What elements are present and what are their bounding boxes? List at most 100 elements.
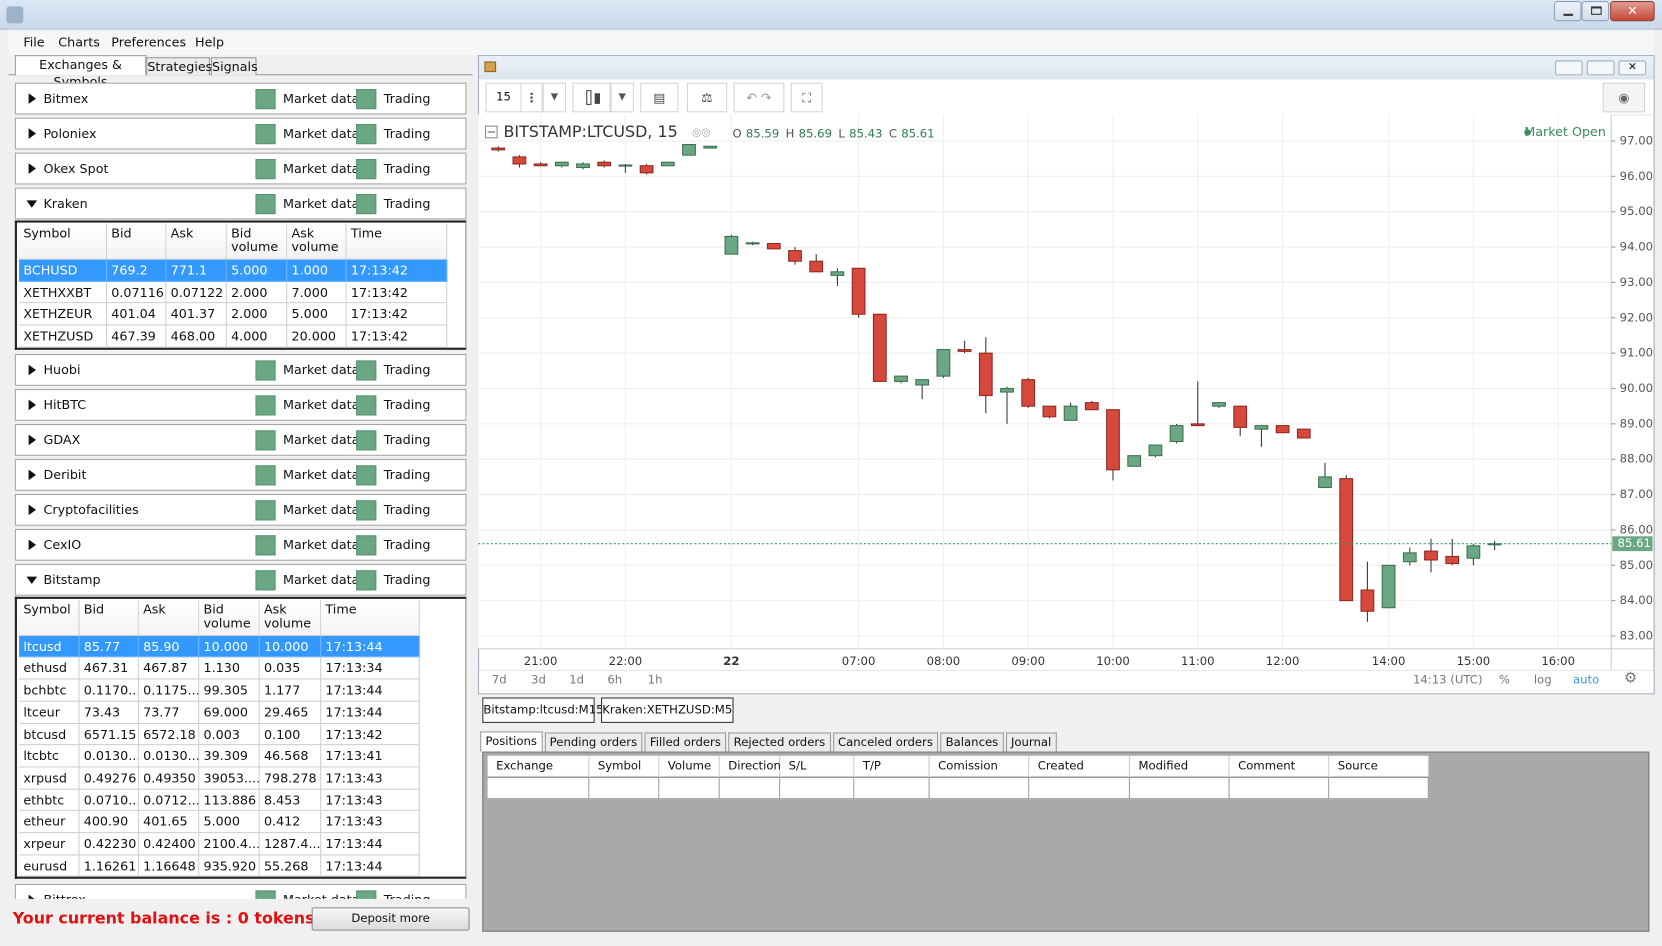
table-cell[interactable]: xrpeur	[19, 833, 80, 856]
table-cell[interactable]: 17:13:44	[321, 833, 420, 856]
exchange-row[interactable]: Okex Spot Market data Trading	[14, 152, 467, 185]
table-cell[interactable]: 4.000	[226, 325, 288, 348]
table-cell[interactable]: 1.16648	[138, 855, 200, 878]
table-cell[interactable]: 1.16261	[79, 855, 139, 878]
table-cell[interactable]: 69.000	[199, 701, 260, 724]
table-cell[interactable]: 0.100	[259, 723, 322, 746]
table-cell[interactable]: 99.305	[199, 679, 260, 702]
exchange-row[interactable]: HitBTC Market data Trading	[14, 388, 467, 421]
screenshot-button[interactable]: ◉	[1602, 82, 1646, 113]
table-cell[interactable]: 113.886	[199, 789, 260, 812]
table-cell[interactable]: 17:13:43	[321, 789, 420, 812]
interval-button[interactable]: 15	[485, 82, 522, 113]
table-cell[interactable]: 73.43	[79, 701, 139, 724]
menu-item[interactable]: Charts	[58, 34, 100, 50]
table-cell[interactable]: 39053....	[199, 767, 260, 790]
table-cell[interactable]: 798.278	[259, 767, 322, 790]
table-cell[interactable]: 0.035	[259, 657, 322, 680]
table-cell[interactable]: 400.90	[79, 811, 139, 834]
range-button[interactable]: 1d	[569, 673, 585, 687]
table-cell[interactable]: 1.130	[199, 657, 260, 680]
scale-option[interactable]: auto	[1573, 673, 1600, 687]
chart-close[interactable]: ✕	[1618, 60, 1647, 76]
exchange-row[interactable]: Kraken Market data Trading	[14, 187, 467, 220]
table-cell[interactable]: 17:13:34	[321, 657, 420, 680]
table-cell[interactable]: 5.000	[226, 259, 288, 282]
table-cell[interactable]: 401.04	[107, 303, 167, 326]
indicators-button[interactable]: ▤	[640, 82, 679, 113]
table-cell[interactable]: 10.000	[259, 635, 322, 658]
table-cell[interactable]: 20.000	[287, 325, 347, 348]
menu-item[interactable]: Preferences	[111, 34, 187, 50]
table-cell[interactable]: 5.000	[199, 811, 260, 834]
table-cell[interactable]: 85.77	[79, 635, 139, 658]
orders-tab[interactable]: Filled orders	[644, 732, 727, 752]
table-cell[interactable]: ltcbtc	[19, 745, 80, 768]
table-cell[interactable]: 1.177	[259, 679, 322, 702]
fullscreen-button[interactable]: ⛶	[790, 82, 823, 113]
table-cell[interactable]: 17:13:42	[346, 325, 448, 348]
chart-tab[interactable]: Bitstamp:ltcusd:M15	[482, 697, 604, 723]
table-cell[interactable]: 17:13:43	[321, 767, 420, 790]
table-cell[interactable]: ethusd	[19, 657, 80, 680]
table-cell[interactable]: 17:13:43	[321, 811, 420, 834]
table-cell[interactable]: 0.42230	[79, 833, 139, 856]
table-cell[interactable]: 0.0712...	[138, 789, 200, 812]
table-cell[interactable]: 0.49276	[79, 767, 139, 790]
table-cell[interactable]: 10.000	[199, 635, 260, 658]
exchange-row[interactable]: Bitstamp Market data Trading	[14, 563, 467, 596]
panel-tab[interactable]: Signals	[210, 57, 258, 76]
table-cell[interactable]: XETHZEUR	[19, 303, 108, 326]
orders-tab[interactable]: Canceled orders	[832, 732, 939, 752]
table-cell[interactable]: 7.000	[287, 281, 347, 304]
table-cell[interactable]: 17:13:44	[321, 679, 420, 702]
panel-tab[interactable]: Strategies	[146, 57, 212, 76]
compare-button[interactable]: ⚖	[686, 82, 728, 113]
table-cell[interactable]: 5.000	[287, 303, 347, 326]
table-cell[interactable]: 935.920	[199, 855, 260, 878]
table-cell[interactable]: 6571.15	[79, 723, 139, 746]
range-button[interactable]: 3d	[531, 673, 546, 687]
table-cell[interactable]: 17:13:42	[346, 259, 448, 282]
table-cell[interactable]: 468.00	[166, 325, 227, 348]
table-cell[interactable]: 0.0130...	[138, 745, 200, 768]
exchange-row[interactable]: CexIO Market data Trading	[14, 528, 467, 561]
orders-tab[interactable]: Balances	[940, 732, 1004, 752]
table-cell[interactable]: 0.412	[259, 811, 322, 834]
table-cell[interactable]: 0.1170...	[79, 679, 139, 702]
chart-minimize[interactable]	[1555, 60, 1583, 76]
table-cell[interactable]: XETHXXBT	[19, 281, 108, 304]
orders-tab[interactable]: Positions	[480, 731, 543, 752]
table-cell[interactable]: ltcusd	[19, 635, 80, 658]
table-cell[interactable]: 6572.18	[138, 723, 200, 746]
table-cell[interactable]: 0.49350	[138, 767, 200, 790]
table-cell[interactable]: 1287.4...	[259, 833, 322, 856]
exchange-row[interactable]: GDAX Market data Trading	[14, 423, 467, 456]
table-cell[interactable]: 1.000	[287, 259, 347, 282]
table-cell[interactable]: eurusd	[19, 855, 80, 878]
table-cell[interactable]: 0.07116	[107, 281, 167, 304]
table-cell[interactable]: 29.465	[259, 701, 322, 724]
table-cell[interactable]: 17:13:44	[321, 635, 420, 658]
table-cell[interactable]: 2.000	[226, 303, 288, 326]
orders-tab[interactable]: Rejected orders	[728, 732, 831, 752]
panel-tab[interactable]: Exchanges & Symbols	[14, 55, 147, 89]
table-cell[interactable]: 467.31	[79, 657, 139, 680]
table-cell[interactable]: 17:13:42	[321, 723, 420, 746]
table-cell[interactable]: 0.42400	[138, 833, 200, 856]
table-cell[interactable]: 2100.4...	[199, 833, 260, 856]
minimize-button[interactable]	[1553, 1, 1582, 22]
exchange-row[interactable]: Bittrex Market data Trading	[14, 883, 467, 899]
table-cell[interactable]: 401.37	[166, 303, 227, 326]
scale-option[interactable]: log	[1533, 673, 1552, 687]
table-cell[interactable]: 467.39	[107, 325, 167, 348]
exchange-row[interactable]: Poloniex Market data Trading	[14, 117, 467, 150]
table-cell[interactable]: XETHZUSD	[19, 325, 108, 348]
table-cell[interactable]: btcusd	[19, 723, 80, 746]
chart-tab[interactable]: Kraken:XETHZUSD:M5	[601, 697, 734, 723]
chart-style-button[interactable]	[572, 82, 611, 113]
table-cell[interactable]: 39.309	[199, 745, 260, 768]
table-cell[interactable]: 2.000	[226, 281, 288, 304]
table-cell[interactable]: 17:13:42	[346, 303, 448, 326]
more-button[interactable]: ⋮	[521, 82, 543, 113]
